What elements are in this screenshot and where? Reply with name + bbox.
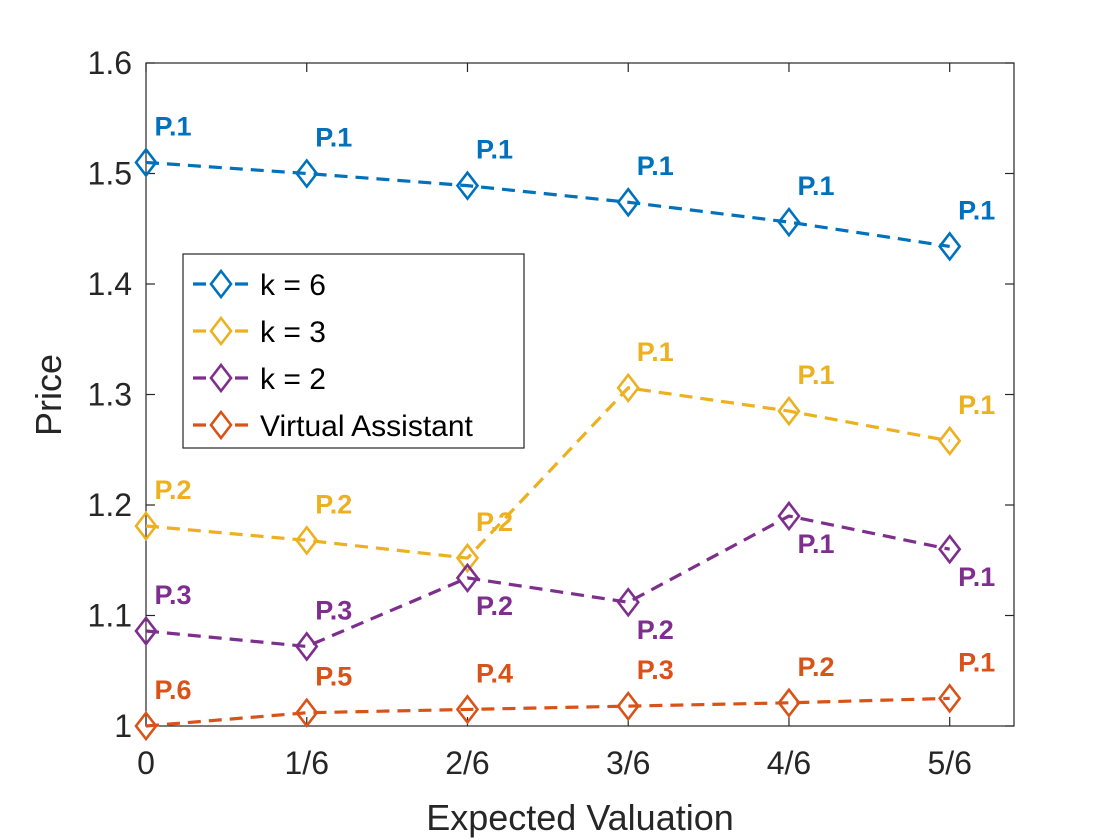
x-tick-label: 5/6 bbox=[927, 745, 971, 781]
data-point-marker[interactable] bbox=[777, 687, 801, 718]
data-point-marker[interactable] bbox=[777, 500, 801, 532]
data-label: P.3 bbox=[637, 655, 674, 685]
series-k-3 bbox=[134, 372, 962, 574]
data-label: P.1 bbox=[958, 390, 995, 420]
data-label: P.1 bbox=[797, 529, 834, 559]
data-point-marker[interactable] bbox=[134, 615, 158, 647]
data-label: P.1 bbox=[958, 647, 995, 677]
data-point-marker[interactable] bbox=[295, 631, 319, 662]
data-point-marker[interactable] bbox=[938, 231, 962, 262]
x-tick-label: 4/6 bbox=[767, 745, 811, 781]
data-point-marker[interactable] bbox=[134, 710, 158, 742]
legend-label: k = 3 bbox=[260, 316, 326, 349]
data-point-marker[interactable] bbox=[938, 534, 962, 565]
data-point-marker[interactable] bbox=[777, 206, 801, 238]
legend-label: k = 6 bbox=[260, 269, 326, 302]
x-tick-label: 1/6 bbox=[285, 745, 329, 781]
data-label: P.2 bbox=[797, 652, 834, 682]
legend-marker bbox=[209, 315, 233, 347]
data-label: P.2 bbox=[315, 489, 352, 519]
x-tick-label: 2/6 bbox=[445, 745, 489, 781]
data-point-marker[interactable] bbox=[295, 158, 319, 189]
legend-item[interactable]: Virtual Assistant bbox=[193, 409, 474, 443]
legend-item[interactable]: k = 6 bbox=[193, 268, 326, 302]
y-tick-label: 1.4 bbox=[88, 266, 132, 302]
data-label: P.2 bbox=[476, 507, 513, 537]
x-axis-title: Expected Valuation bbox=[426, 797, 734, 838]
data-label: P.1 bbox=[154, 111, 191, 141]
data-point-marker[interactable] bbox=[938, 425, 962, 457]
data-point-marker[interactable] bbox=[938, 683, 962, 714]
data-label: P.3 bbox=[315, 595, 352, 625]
y-tick-label: 1.6 bbox=[88, 45, 132, 81]
series-k-6 bbox=[134, 147, 962, 262]
axes: 1 1.1 1.2 1.3 1.4 1.5 1.6 0 1/6 2/6 3/6 4/6 5/6 bbox=[88, 45, 1014, 781]
y-tick-label: 1.3 bbox=[88, 377, 132, 413]
series-line bbox=[145, 514, 951, 649]
data-label: P.6 bbox=[154, 675, 191, 705]
data-point-marker[interactable] bbox=[455, 542, 480, 574]
data-point-marker[interactable] bbox=[295, 525, 319, 556]
data-label: P.3 bbox=[154, 580, 191, 610]
data-point-marker[interactable] bbox=[616, 690, 640, 722]
data-point-marker[interactable] bbox=[616, 587, 640, 618]
data-label: P.1 bbox=[315, 123, 352, 153]
legend[interactable]: k = 6 k = 3 k = 2 Virtual Assistant bbox=[182, 253, 525, 449]
series-line bbox=[145, 696, 950, 728]
y-tick-label: 1.1 bbox=[88, 598, 132, 634]
series-line bbox=[145, 160, 950, 249]
legend-item[interactable]: k = 2 bbox=[193, 362, 326, 396]
data-point-marker[interactable] bbox=[455, 170, 480, 201]
data-point-marker[interactable] bbox=[134, 510, 158, 542]
series-k-2 bbox=[134, 500, 962, 662]
legend-label: Virtual Assistant bbox=[260, 410, 474, 443]
data-label: P.5 bbox=[315, 662, 352, 692]
x-tick-label: 3/6 bbox=[606, 745, 650, 781]
x-tick-label: 0 bbox=[137, 745, 155, 781]
data-point-marker[interactable] bbox=[777, 395, 801, 427]
data-point-marker[interactable] bbox=[455, 562, 480, 594]
data-point-marker[interactable] bbox=[455, 694, 480, 725]
legend-marker bbox=[209, 268, 233, 300]
data-label: P.1 bbox=[958, 195, 995, 225]
data-point-marker[interactable] bbox=[295, 697, 319, 728]
data-point-marker[interactable] bbox=[616, 372, 640, 404]
data-label: P.1 bbox=[797, 360, 834, 390]
data-label: P.2 bbox=[476, 591, 513, 621]
y-axis-title: Price bbox=[28, 354, 69, 436]
series-line bbox=[145, 386, 950, 560]
y-tick-label: 1.5 bbox=[88, 156, 132, 192]
data-label: P.1 bbox=[797, 171, 834, 201]
data-label: P.1 bbox=[476, 135, 513, 165]
legend-item[interactable]: k = 3 bbox=[193, 315, 326, 349]
data-label: P.2 bbox=[637, 615, 674, 645]
data-label: P.1 bbox=[637, 151, 674, 181]
series-layer bbox=[134, 147, 962, 742]
y-tick-label: 1 bbox=[114, 708, 132, 744]
data-label: P.4 bbox=[476, 658, 513, 688]
legend-marker bbox=[209, 409, 233, 441]
legend-marker bbox=[209, 362, 233, 394]
data-labels-layer: P.1 P.1 P.1 P.1 P.1 P.1 P.2 P.2 P.2 P.1 P.1 P.1 P.3 P… bbox=[154, 111, 995, 705]
data-label: P.2 bbox=[154, 475, 191, 505]
legend-box bbox=[182, 253, 525, 449]
y-tick-label: 1.2 bbox=[88, 487, 132, 523]
data-point-marker[interactable] bbox=[616, 187, 640, 218]
data-label: P.1 bbox=[637, 337, 674, 367]
data-point-marker[interactable] bbox=[134, 147, 158, 178]
legend-label: k = 2 bbox=[260, 363, 326, 396]
series-virtual-assistant bbox=[134, 683, 962, 742]
data-label: P.1 bbox=[958, 562, 995, 592]
